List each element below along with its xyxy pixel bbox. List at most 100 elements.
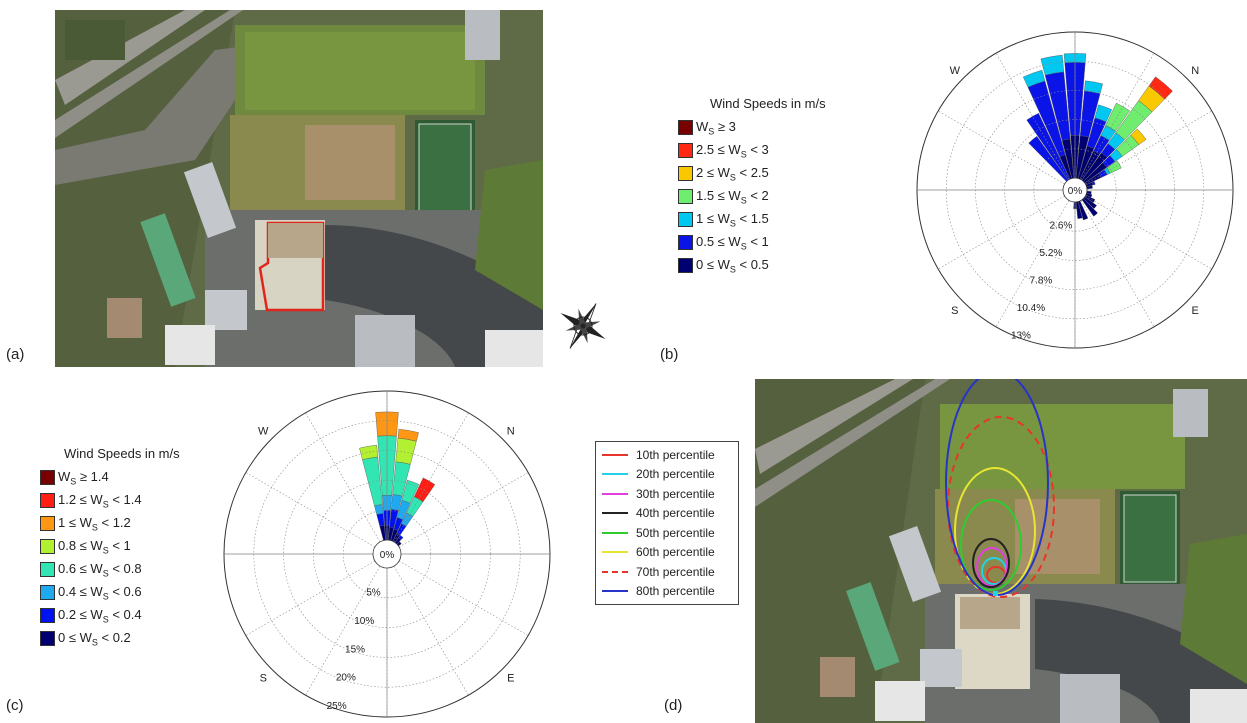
rose-segment <box>398 535 404 541</box>
rose-segment <box>1040 54 1065 76</box>
legend-label: 0.8 ≤ WS < 1 <box>58 537 131 556</box>
legend-label: 0.4 ≤ WS < 0.6 <box>58 583 142 602</box>
legend-entry: 2 ≤ WS < 2.5 <box>678 162 826 185</box>
legend-swatch <box>40 631 55 646</box>
compass-rose-icon <box>560 303 606 349</box>
percentile-line-swatch <box>602 551 628 554</box>
percentile-label: 50th percentile <box>636 525 715 540</box>
legend-label: 0.5 ≤ WS < 1 <box>696 233 769 252</box>
rose-grid-spoke <box>398 472 529 548</box>
legend-label: 1 ≤ WS < 1.2 <box>58 514 131 533</box>
rose-radial-label: 2.6% <box>1050 221 1073 232</box>
rose-segment <box>362 456 383 507</box>
rose-radial-label: 10% <box>354 616 374 627</box>
percentile-legend-entry: 20th percentile <box>602 465 732 485</box>
legend-entry: 0 ≤ WS < 0.2 <box>40 627 180 650</box>
legend-swatch <box>40 493 55 508</box>
rose-segment <box>413 477 436 503</box>
rose-direction-label: W <box>950 65 961 77</box>
percentile-legend-entry: 70th percentile <box>602 562 732 582</box>
rose-radial-label: 0% <box>1068 186 1083 197</box>
percentile-label: 40th percentile <box>636 506 715 521</box>
rose-direction-label: S <box>951 305 958 317</box>
wind-rose-c: 0% 5% 10% 15% 20% 25% W N S E <box>223 390 551 718</box>
legend-entry: 0.4 ≤ WS < 0.6 <box>40 581 180 604</box>
legend-entry: 0.6 ≤ WS < 0.8 <box>40 558 180 581</box>
rose-grid-spoke <box>305 412 381 543</box>
percentile-line-swatch <box>602 570 628 573</box>
percentile-legend-entry: 40th percentile <box>602 504 732 524</box>
percentile-legend-entry: 80th percentile <box>602 582 732 602</box>
legend-entry: 2.5 ≤ WS < 3 <box>678 139 826 162</box>
percentile-legend-entry: 30th percentile <box>602 484 732 504</box>
rose-segment <box>1091 180 1096 186</box>
legend-swatch <box>678 120 693 135</box>
legend-b: Wind Speeds in m/s WS ≥ 3 2.5 ≤ WS < 3 2 ≤… <box>678 96 826 277</box>
legend-entry: 0.8 ≤ WS < 1 <box>40 535 180 558</box>
rose-direction-labels: W N S E <box>950 65 1200 317</box>
percentile-line-swatch <box>602 453 628 456</box>
rose-radial-label: 5% <box>366 588 381 599</box>
legend-label: WS ≥ 3 <box>696 118 736 137</box>
legend-c: Wind Speeds in m/s WS ≥ 1.4 1.2 ≤ WS < 1.… <box>40 446 180 650</box>
legend-swatch <box>40 516 55 531</box>
legend-label: WS ≥ 1.4 <box>58 468 109 487</box>
rose-direction-label: W <box>258 425 269 437</box>
rose-segment <box>1148 76 1173 100</box>
rose-segment <box>397 428 419 442</box>
rose-grid-spoke <box>398 560 529 636</box>
percentile-label: 10th percentile <box>636 447 715 462</box>
rose-segment <box>1106 160 1122 174</box>
rose-segment <box>1094 104 1113 123</box>
legend-entry: 1 ≤ WS < 1.5 <box>678 208 826 231</box>
rose-center <box>1062 177 1088 203</box>
rose-radial-label: 0% <box>380 550 395 561</box>
rose-direction-label: E <box>507 673 514 685</box>
legend-swatch <box>678 189 693 204</box>
rose-segment <box>374 504 384 515</box>
legend-swatch <box>40 539 55 554</box>
rose-radial-labels: 0% 2.6% 5.2% 7.8% 10.4% 13% <box>1011 186 1082 341</box>
legend-label: 0.2 ≤ WS < 0.4 <box>58 606 142 625</box>
rose-grid-spoke <box>393 412 469 543</box>
rose-grid <box>223 390 551 718</box>
legend-label: 2.5 ≤ WS < 3 <box>696 141 769 160</box>
rose-radial-label: 7.8% <box>1030 276 1053 287</box>
legend-label: 0 ≤ WS < 0.5 <box>696 256 769 275</box>
legend-label: 0 ≤ WS < 0.2 <box>58 629 131 648</box>
legend-entry: WS ≥ 1.4 <box>40 466 180 489</box>
legend-label: 1.5 ≤ WS < 2 <box>696 187 769 206</box>
rose-segment <box>1022 69 1046 88</box>
panel-label-c: (c) <box>6 697 24 714</box>
panel-label-d: (d) <box>664 697 683 714</box>
legend-swatch <box>678 166 693 181</box>
percentile-legend-entry: 10th percentile <box>602 445 732 465</box>
wind-rose-b: 0% 2.6% 5.2% 7.8% 10.4% 13% W N S E <box>916 31 1234 349</box>
legend-label: 1.2 ≤ WS < 1.4 <box>58 491 142 510</box>
percentile-label: 60th percentile <box>636 545 715 560</box>
rose-segment <box>395 437 417 465</box>
percentile-label: 70th percentile <box>636 564 715 579</box>
rose-segment <box>359 444 379 460</box>
legend-swatch <box>678 212 693 227</box>
rose-direction-label: N <box>1191 65 1199 77</box>
legend-swatch <box>678 143 693 158</box>
percentile-line-swatch <box>602 492 628 495</box>
rose-radial-label: 15% <box>345 644 365 655</box>
legend-swatch <box>678 235 693 250</box>
legend-entry: 0.2 ≤ WS < 0.4 <box>40 604 180 627</box>
legend-label: 0.6 ≤ WS < 0.8 <box>58 560 142 579</box>
rose-radial-label: 25% <box>327 701 347 712</box>
rose-segment <box>376 513 385 527</box>
rose-direction-label: S <box>260 673 267 685</box>
percentile-legend: 10th percentile 20th percentile 30th perce… <box>595 441 739 605</box>
legend-entry: 0.5 ≤ WS < 1 <box>678 231 826 254</box>
percentile-label: 80th percentile <box>636 584 715 599</box>
rose-radial-labels: 0% 5% 10% 15% 20% 25% <box>327 550 395 712</box>
legend-swatch <box>40 562 55 577</box>
legend-entry: 1 ≤ WS < 1.2 <box>40 512 180 535</box>
rose-radial-label: 13% <box>1011 330 1031 341</box>
percentile-legend-entry: 60th percentile <box>602 543 732 563</box>
rose-grid-spoke <box>245 472 376 548</box>
rose-direction-labels: W N S E <box>258 425 515 684</box>
